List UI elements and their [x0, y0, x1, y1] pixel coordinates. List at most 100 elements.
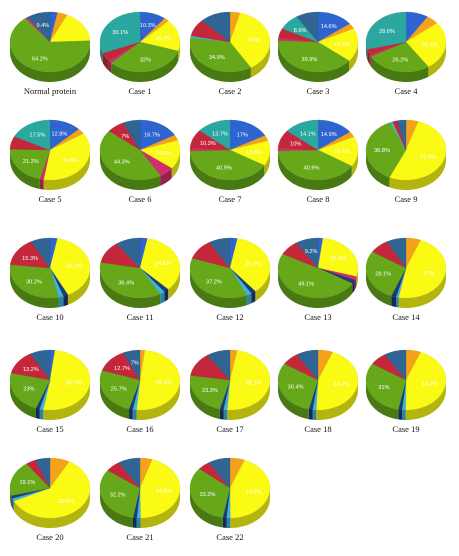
pie-chart: 17%13.6%40.9%10.3%13.7%Case 7	[184, 110, 276, 218]
slice-label: 10.3%	[200, 141, 216, 147]
slice-label: 36.4%	[118, 281, 134, 287]
slice-label: 21.3%	[23, 159, 39, 165]
slice-label: 34.6%	[155, 261, 171, 267]
pie-chart: 51.8%36.8%Case 9	[360, 110, 452, 218]
pie-title: Case 9	[360, 194, 452, 204]
pie-chart: 47% 28.1% Case 14	[360, 228, 452, 336]
slice-label: 30.1%	[112, 30, 128, 36]
slice-label: 40.9%	[216, 165, 232, 171]
slice-label: 12.7%	[114, 366, 130, 372]
slice-label: 13.7%	[212, 132, 228, 138]
slice-label: 8.6%	[294, 28, 307, 34]
slice-label: 18.1%	[334, 42, 350, 48]
pie-graphic: 48.1%23.3%	[184, 340, 276, 430]
pie-title: Case 10	[4, 312, 96, 322]
pie-graphic: 47% 28.1%	[360, 228, 452, 318]
pie-graphic: 26.1%26.2%28.6%	[360, 2, 452, 92]
pie-chart: 43.9%33.2%Case 22	[184, 448, 276, 556]
slice-label: 49.2%	[156, 380, 172, 386]
slice-label: 10%	[290, 141, 301, 147]
slice-label: 13.6%	[246, 150, 262, 156]
pie-slice-side	[226, 518, 230, 528]
pie-slice-side	[36, 408, 40, 419]
pie-slice-side	[129, 409, 133, 420]
slice-label: 9.2%	[305, 249, 318, 255]
pie-graphic: 14.6%18.1%39.9%8.6%	[272, 2, 364, 92]
pie-title: Normal protein	[4, 86, 96, 96]
pie-chart: 64.2%9.4%Normal protein	[4, 2, 96, 110]
slice-label: 44.8%	[156, 489, 172, 495]
pie-slice-side	[223, 518, 227, 528]
slice-label: 31%	[378, 385, 389, 391]
pie-chart: 48.1%23.3%Case 17	[184, 340, 276, 448]
slice-label: 36.8%	[374, 148, 390, 154]
pie-graphic: 64.2%9.4%	[4, 2, 96, 92]
slice-label: 32.2%	[110, 493, 126, 499]
pie-chart: 50.7%23%13.2%Case 15	[4, 340, 96, 448]
pie-chart: 44.8%32.2%Case 21	[94, 448, 186, 556]
pie-graphic: 17%13.6%40.9%10.3%13.7%	[184, 110, 276, 200]
slice-label: 40.9%	[304, 165, 320, 171]
slice-label: 34.9%	[209, 55, 225, 61]
pie-title: Case 2	[184, 86, 276, 96]
slice-label: 30.2%	[26, 279, 42, 285]
slice-label: 23.3%	[202, 388, 218, 394]
pie-title: Case 17	[184, 424, 276, 434]
pie-title: Case 22	[184, 532, 276, 542]
slice-label: 44.1%	[422, 381, 438, 387]
pie-chart: 44.1%31%Case 19	[360, 340, 452, 448]
slice-label: 10.3%	[140, 23, 156, 29]
pie-slice-side	[133, 410, 137, 420]
slice-label: 44.3%	[114, 160, 130, 166]
pie-title: Case 16	[94, 424, 186, 434]
slice-label: 16.4%	[334, 149, 350, 155]
pie-graphic: 51.8%36.8%	[360, 110, 452, 200]
pie-title: Case 7	[184, 194, 276, 204]
slice-label: 16.7%	[155, 36, 171, 42]
slice-label: 32%	[140, 58, 151, 64]
pie-graphic: 27.6%49.1%9.2%	[272, 228, 364, 318]
slice-label: 27.6%	[330, 256, 346, 262]
slice-label: 36.1%	[245, 262, 261, 268]
pie-title: Case 15	[4, 424, 96, 434]
slice-label: 7%	[121, 134, 129, 140]
slice-label: 25.7%	[111, 386, 127, 392]
pie-graphic: 12.8%36.6%21.3%17.5%	[4, 110, 96, 200]
slice-label: 28.1%	[375, 272, 391, 278]
slice-label: 26.1%	[422, 43, 438, 49]
pie-graphic: 49.2%25.7%12.7%7%	[94, 340, 186, 430]
pie-slice-side	[398, 409, 402, 419]
pie-slice-side	[247, 293, 251, 305]
pie-chart: 10.3%16.7%32%30.1%Case 1	[94, 2, 186, 110]
pie-chart: 16.7%15.6%44.3%7%Case 6	[94, 110, 186, 218]
pie-slice-side	[58, 296, 63, 307]
pie-slice-side	[63, 295, 68, 306]
pie-chart: 59.9%19.1%Case 20	[4, 448, 96, 556]
pie-chart: 36%34.9%Case 2	[184, 2, 276, 110]
pie-title: Case 14	[360, 312, 452, 322]
pie-slice-side	[396, 297, 398, 307]
pie-graphic: 16.7%15.6%44.3%7%	[94, 110, 186, 200]
pie-title: Case 18	[272, 424, 364, 434]
slice-label: 13.2%	[23, 367, 39, 373]
pie-chart: 44.7%30.4%Case 18	[272, 340, 364, 448]
pie-graphic: 34.6% 36.4%	[94, 228, 186, 318]
pie-chart: 26.1%26.2%28.6%Case 4	[360, 2, 452, 110]
slice-label: 36.6%	[62, 158, 78, 164]
slice-label: 15.6%	[156, 151, 172, 157]
pie-title: Case 8	[272, 194, 364, 204]
pie-graphic: 36%34.9%	[184, 2, 276, 92]
pie-title: Case 4	[360, 86, 452, 96]
pie-slice-side	[312, 410, 316, 420]
pie-title: Case 3	[272, 86, 364, 96]
slice-label: 14.1%	[300, 132, 316, 138]
slice-label: 47%	[423, 271, 434, 277]
pie-slice-side	[40, 409, 44, 420]
slice-label: 28.6%	[379, 29, 395, 35]
slice-label: 43.9%	[246, 489, 262, 495]
slice-label: 17.5%	[29, 133, 45, 139]
pie-graphic: 39.6%30.2%15.3%	[4, 228, 96, 318]
slice-label: 15.3%	[22, 256, 38, 262]
pie-title: Case 12	[184, 312, 276, 322]
